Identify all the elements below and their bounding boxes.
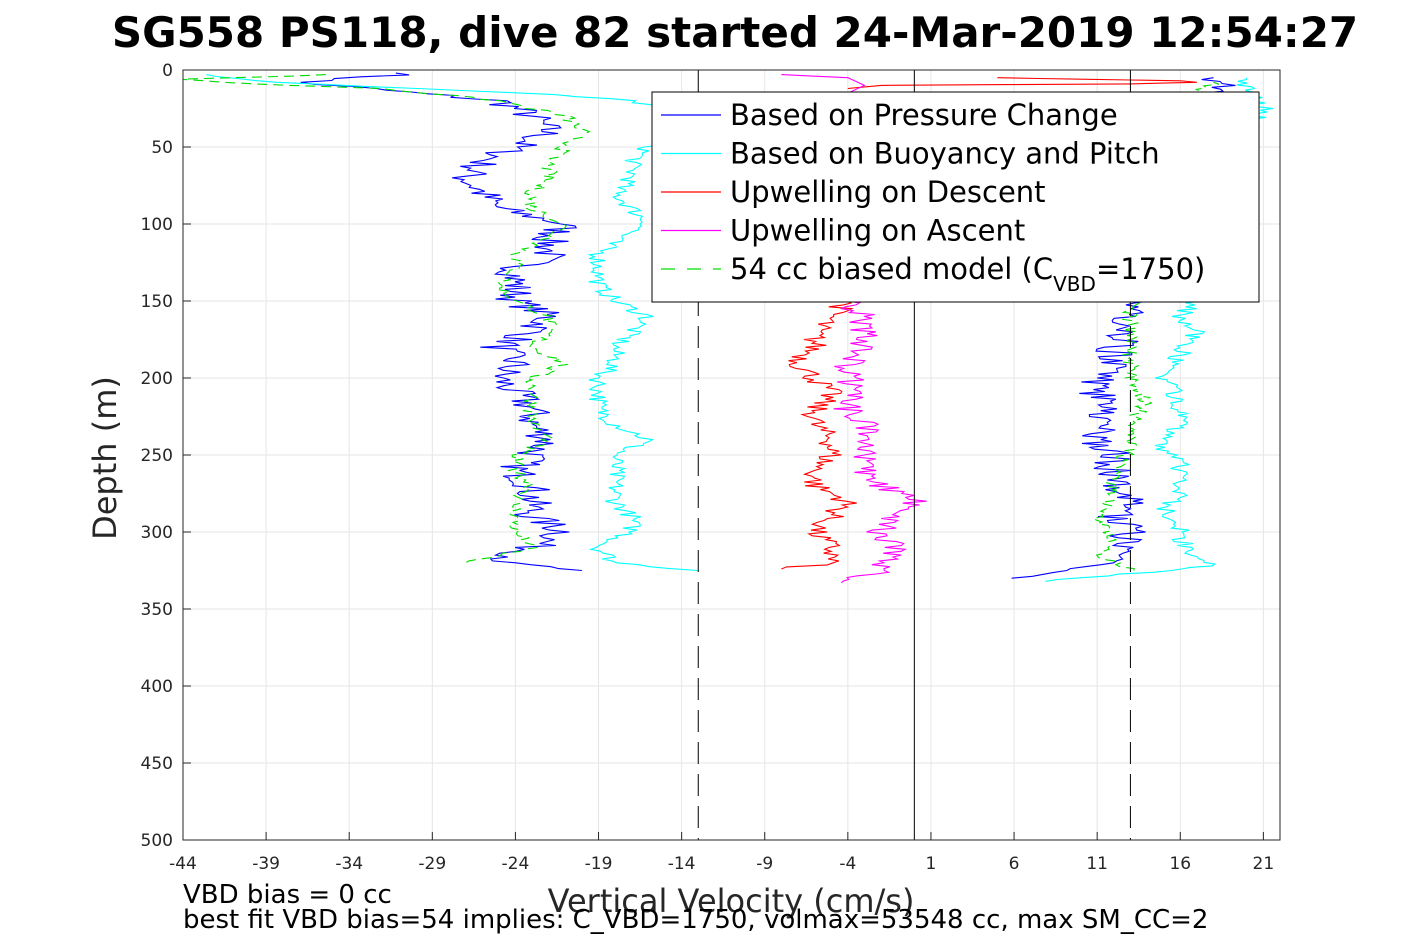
x-tick-label: -29 <box>418 854 446 874</box>
legend-label: Upwelling on Descent <box>730 175 1046 209</box>
y-tick-label: 150 <box>141 292 173 312</box>
x-axis-label: Vertical Velocity (cm/s) <box>548 882 915 920</box>
x-tick-label: -19 <box>585 854 613 874</box>
x-tick-label: -4 <box>839 854 856 874</box>
y-tick-label: 0 <box>162 61 173 81</box>
y-tick-label: 400 <box>141 677 173 697</box>
y-tick-label: 250 <box>141 446 173 466</box>
legend-label: Based on Pressure Change <box>730 98 1118 132</box>
x-tick-label: -44 <box>169 854 197 874</box>
y-tick-label: 300 <box>141 523 173 543</box>
vbd-bias-note: VBD bias = 0 cc <box>183 880 392 910</box>
x-tick-label: -14 <box>668 854 696 874</box>
legend-label: 54 cc biased model (CVBD=1750) <box>730 252 1205 296</box>
x-tick-labels: -44 -39 -34 -29 -24 -19 -14 -9 -4 1 6 11 16 21 <box>169 832 1274 874</box>
x-tick-label: -39 <box>252 854 280 874</box>
best-fit-note: best fit VBD bias=54 implies: C_VBD=1750… <box>183 905 1208 935</box>
y-tick-label: 200 <box>141 369 173 389</box>
chart-title: SG558 PS118, dive 82 started 24-Mar-2019… <box>112 8 1358 57</box>
legend-label-main: 54 cc biased model (C <box>730 252 1053 286</box>
legend: Based on Pressure Change Based on Buoyanc… <box>651 91 1260 303</box>
x-tick-label: -34 <box>335 854 363 874</box>
y-tick-label: 350 <box>141 600 173 620</box>
y-tick-label: 50 <box>151 138 173 158</box>
y-tick-label: 500 <box>141 831 173 851</box>
y-tick-labels: 0 50 100 150 200 250 300 350 400 450 500 <box>141 61 191 851</box>
series-line-top <box>847 77 1197 90</box>
x-tick-label: 16 <box>1169 854 1191 874</box>
legend-label-end: =1750) <box>1096 252 1205 286</box>
series-line-descent <box>781 300 857 570</box>
x-tick-label: -9 <box>756 854 773 874</box>
series-line-descent <box>206 74 699 572</box>
y-axis-label: Depth (m) <box>86 376 124 540</box>
series-line-descent <box>183 74 591 564</box>
series-line-top <box>781 74 866 94</box>
series-2 <box>781 77 1197 570</box>
legend-label-subscript: VBD <box>1053 272 1096 296</box>
series-line-descent <box>300 72 582 572</box>
series-line-ascent <box>833 300 927 584</box>
legend-box <box>651 91 1260 303</box>
x-tick-label: 21 <box>1253 854 1275 874</box>
x-tick-label: 6 <box>1009 854 1020 874</box>
x-tick-label: 11 <box>1086 854 1108 874</box>
legend-label: Based on Buoyancy and Pitch <box>730 137 1160 171</box>
y-tick-label: 100 <box>141 215 173 235</box>
legend-label: Upwelling on Ascent <box>730 214 1025 248</box>
series-3 <box>781 74 927 584</box>
y-tick-label: 450 <box>141 754 173 774</box>
x-tick-label: 1 <box>926 854 937 874</box>
x-tick-label: -24 <box>502 854 530 874</box>
